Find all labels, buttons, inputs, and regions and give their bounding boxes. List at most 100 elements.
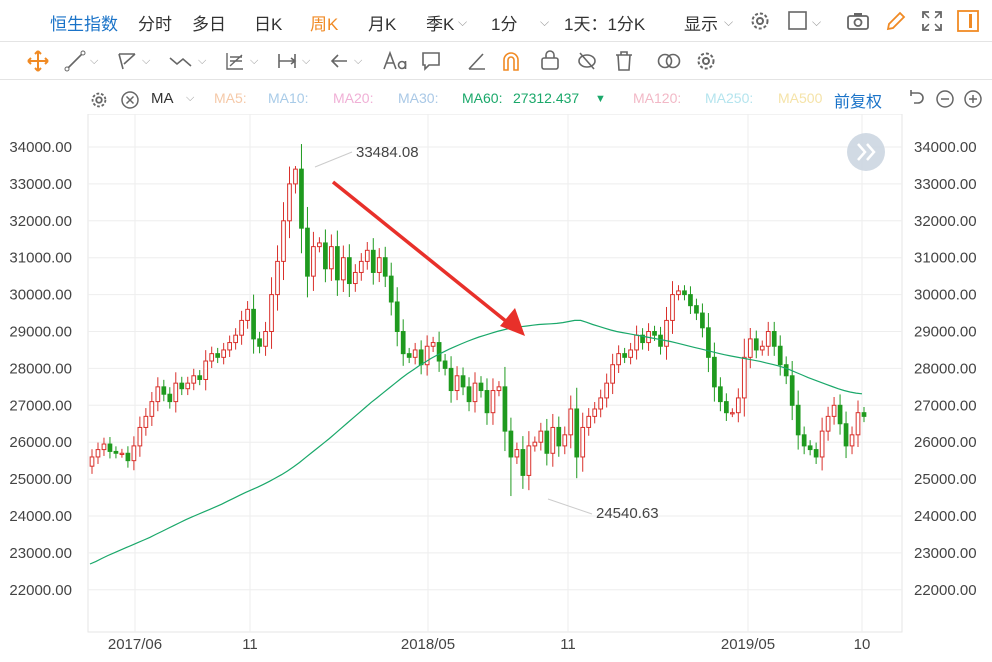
candle — [508, 417, 514, 497]
ma120-label: MA120: — [633, 90, 682, 106]
expand-icon[interactable] — [920, 9, 944, 33]
candle — [580, 412, 586, 472]
range-selector[interactable]: 1天：1分K — [564, 15, 646, 34]
candle — [520, 436, 526, 489]
ruler-tool[interactable] — [466, 50, 488, 72]
x-tick-label: 11 — [560, 636, 576, 653]
ma10-label: MA10: — [268, 90, 309, 106]
candle — [550, 413, 556, 467]
gear-icon[interactable] — [88, 89, 110, 111]
measure-tool[interactable]: ⌵ — [276, 50, 310, 72]
close-icon[interactable] — [119, 89, 141, 111]
y-tick-label-right: 23000.00 — [914, 545, 977, 562]
candle — [442, 354, 448, 376]
candle — [245, 301, 250, 329]
candle — [706, 313, 711, 373]
chevron-down-icon[interactable]: ⌵ — [540, 15, 550, 29]
zoom-out-icon[interactable] — [935, 89, 955, 109]
candle — [364, 242, 370, 270]
plot-frame — [87, 114, 903, 633]
candle — [185, 376, 191, 396]
candlestick-series — [89, 144, 867, 497]
tab-quarterly-k[interactable]: 季K — [426, 15, 455, 34]
ma60-label: MA60: — [462, 90, 503, 106]
y-tick-label-right: 27000.00 — [914, 397, 977, 414]
arrow-tool[interactable]: ⌵ — [328, 50, 362, 72]
tab-intraday[interactable]: 分时 — [138, 15, 172, 34]
fib-tool[interactable]: ⌵ — [224, 50, 258, 72]
candle — [765, 321, 771, 356]
candle — [155, 377, 161, 412]
y-tick-label-right: 30000.00 — [914, 287, 977, 304]
eye-off-icon — [578, 52, 596, 70]
candle — [137, 416, 143, 457]
period-tab-bar: 恒生指数 分时 多日 日K 周K 月K 季K ⌵ 1分 ⌵ 1天：1分K 显示 … — [0, 0, 992, 42]
ma60-value: 27312.437 — [513, 90, 580, 106]
tab-daily-k[interactable]: 日K — [254, 15, 283, 34]
undo-icon[interactable] — [906, 89, 926, 109]
ma5-label: MA5: — [214, 90, 247, 106]
candle — [544, 418, 550, 466]
zoom-in-icon[interactable] — [963, 89, 983, 109]
candle — [335, 230, 340, 296]
compare-tool[interactable] — [656, 50, 682, 72]
candle — [694, 298, 699, 321]
hide-tool[interactable] — [576, 50, 598, 72]
comment-tool[interactable] — [420, 50, 442, 72]
pencil-icon[interactable] — [884, 9, 908, 33]
candle — [161, 379, 167, 402]
ma250-label: MA250: — [705, 90, 754, 106]
y-tick-label-left: 27000.00 — [9, 397, 72, 414]
text-icon — [383, 50, 407, 70]
chevron-down-icon[interactable]: ⌵ — [458, 15, 468, 29]
index-title[interactable]: 恒生指数 — [50, 15, 118, 34]
y-tick-label-right: 22000.00 — [914, 582, 977, 599]
candle — [604, 373, 610, 408]
tab-multiday[interactable]: 多日 — [192, 15, 226, 34]
trash-icon — [616, 51, 632, 71]
candle — [801, 426, 807, 455]
gear-icon[interactable] — [748, 9, 772, 33]
candle — [807, 440, 813, 456]
chevron-down-icon[interactable]: ⌵ — [724, 15, 734, 29]
candle — [472, 372, 478, 413]
candle — [460, 367, 466, 396]
x-tick-label: 2017/06 — [108, 636, 162, 653]
y-tick-label-left: 34000.00 — [9, 139, 72, 156]
tab-monthly-k[interactable]: 月K — [368, 15, 397, 34]
camera-icon[interactable] — [846, 9, 870, 33]
tab-weekly-k[interactable]: 周K — [310, 15, 339, 34]
y-tick-label-right: 34000.00 — [914, 139, 977, 156]
lock-tool[interactable] — [538, 50, 562, 72]
checkbox-icon[interactable] — [786, 9, 810, 33]
chevron-down-icon[interactable]: ⌵ — [812, 15, 822, 29]
tab-1min[interactable]: 1分 — [491, 15, 518, 34]
channel-tool[interactable]: ⌵ — [116, 50, 150, 72]
double-chevron-right-icon[interactable] — [847, 133, 885, 171]
y-tick-label-left: 26000.00 — [9, 434, 72, 451]
candle — [95, 442, 101, 464]
ma-label[interactable]: MA — [151, 90, 174, 107]
display-menu[interactable]: 显示 — [684, 15, 718, 34]
y-tick-label-left: 25000.00 — [9, 471, 72, 488]
lock-icon — [541, 50, 559, 70]
text-tool[interactable] — [382, 50, 408, 72]
candle — [496, 381, 502, 397]
magnet-tool[interactable] — [500, 50, 522, 72]
line-tool[interactable]: ⌵ — [64, 50, 98, 72]
y-tick-label-left: 22000.00 — [9, 582, 72, 599]
wave-tool[interactable]: ⌵ — [168, 50, 206, 72]
candle — [837, 394, 843, 435]
chevron-down-icon[interactable]: ⌵ — [186, 92, 195, 104]
candle — [562, 426, 568, 455]
kline-chart[interactable]: 34000.00 33000.00 32000.00 31000.00 30000.00… — [0, 114, 992, 662]
candle — [239, 310, 244, 345]
candle — [299, 144, 304, 254]
adjust-mode[interactable]: 前复权 — [834, 94, 883, 111]
candle — [424, 335, 430, 376]
panel-icon[interactable] — [956, 9, 980, 33]
delete-tool[interactable] — [614, 50, 634, 72]
drawing-settings[interactable] — [694, 50, 718, 72]
candle — [203, 350, 209, 391]
move-tool[interactable] — [26, 50, 50, 72]
